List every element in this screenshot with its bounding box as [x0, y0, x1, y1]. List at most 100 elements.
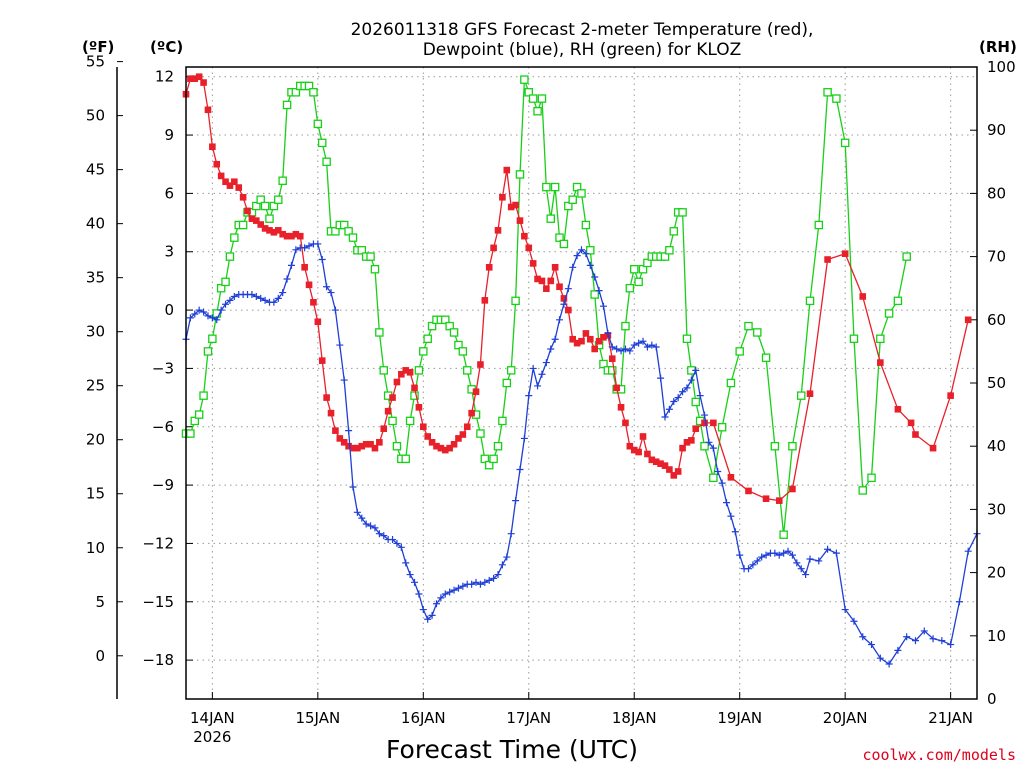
- rh-point-126: [770, 441, 780, 451]
- rh-point-76: [515, 170, 525, 179]
- rh-point-71: [493, 441, 503, 451]
- rh-point-51: [405, 416, 415, 426]
- temperature-point-86: [560, 295, 568, 302]
- dewpoint-point-103: [635, 339, 643, 347]
- rh-point-72: [498, 416, 507, 426]
- dewpoint-point-123: [723, 499, 731, 507]
- dewpoint-point-96: [604, 329, 612, 337]
- dewpoint-point-71: [494, 571, 502, 579]
- dewpoint-point-117: [696, 392, 704, 400]
- temperature-point-84: [551, 263, 559, 271]
- dewpoint-point-63: [459, 582, 467, 590]
- dewpoint-series: [182, 240, 981, 668]
- x-axis-title: Forecast Time (UTC): [386, 735, 638, 764]
- rh-tick-label-6: 40: [987, 437, 1006, 455]
- temperature-point-130: [907, 419, 915, 427]
- rh-point-21: [274, 195, 283, 204]
- dewpoint-point-7: [213, 316, 221, 324]
- dewpoint-point-3: [195, 306, 203, 314]
- dewpoint-point-134: [771, 549, 779, 557]
- rh-point-42: [366, 252, 375, 261]
- dewpoint-point-87: [564, 285, 572, 293]
- rh-point-127: [779, 530, 788, 539]
- dewpoint-point-112: [674, 394, 682, 402]
- dewpoint-point-140: [797, 565, 805, 573]
- rh-tick-label-3: 70: [987, 248, 1006, 266]
- temperature-point-110: [666, 466, 673, 473]
- rh-point-78: [524, 88, 534, 97]
- rh-point-69: [484, 460, 494, 470]
- rh-point-23: [282, 100, 292, 110]
- rh-point-139: [884, 309, 894, 318]
- rh-point-64: [462, 366, 472, 375]
- dewpoint-point-1: [186, 314, 194, 322]
- temperature-point-39: [354, 444, 361, 452]
- c-tick-label-2: 6: [164, 184, 174, 202]
- temperature-point-13: [239, 193, 247, 201]
- temperature-point-78: [525, 244, 533, 252]
- dewpoint-point-4: [200, 308, 208, 316]
- temperature-point-76: [516, 217, 524, 224]
- temperature-point-47: [389, 394, 396, 401]
- temperature-point-102: [630, 446, 638, 454]
- rh-point-3: [194, 410, 204, 419]
- dewpoint-point-150: [876, 654, 884, 662]
- credit-label: coolwx.com/models: [862, 746, 1016, 764]
- rh-point-103: [634, 277, 643, 287]
- rh-point-110: [665, 246, 674, 255]
- rh-tick-label-7: 30: [987, 500, 1006, 518]
- dewpoint-point-119: [705, 438, 713, 446]
- f-tick-label-8: 15: [86, 485, 105, 503]
- rh-point-59: [441, 315, 450, 325]
- dewpoint-point-74: [507, 530, 515, 538]
- rh-tick-label-0: 100: [987, 58, 1016, 76]
- rh-point-135: [849, 334, 859, 344]
- rh-point-52: [410, 391, 419, 400]
- x-year-label: 2026: [193, 728, 231, 746]
- temperature-point-113: [679, 444, 686, 452]
- temperature-point-23: [283, 232, 291, 240]
- temperature-point-94: [595, 337, 603, 345]
- rh-point-136: [858, 486, 867, 495]
- dewpoint-point-32: [323, 283, 331, 291]
- dewpoint-point-2: [191, 310, 199, 318]
- temperature-point-3: [195, 73, 203, 81]
- rh-point-19: [265, 214, 274, 223]
- temperature-point-89: [573, 339, 581, 347]
- temperature-point-26: [296, 232, 304, 240]
- temperature-point-49: [398, 370, 405, 378]
- c-tick-label-10: −18: [142, 651, 174, 669]
- rh-point-43: [370, 264, 380, 274]
- dewpoint-point-24: [287, 261, 295, 269]
- dewpoint-point-17: [257, 294, 265, 302]
- dewpoint-point-130: [753, 557, 761, 565]
- temperature-point-120: [745, 487, 752, 495]
- f-tick-label-0: 55: [86, 53, 105, 71]
- rh-point-38: [348, 233, 358, 242]
- rh-point-116: [691, 397, 701, 407]
- chart-title-line1: 2026011318 GFS Forecast 2-meter Temperat…: [351, 20, 814, 40]
- rh-point-37: [344, 227, 353, 236]
- dewpoint-point-8: [217, 306, 225, 314]
- temperature-point-55: [424, 433, 431, 440]
- temperature-point-104: [639, 433, 647, 440]
- rh-point-48: [392, 441, 402, 451]
- dewpoint-point-77: [520, 434, 528, 442]
- f-tick-label-7: 20: [86, 431, 105, 449]
- dewpoint-point-95: [599, 302, 607, 310]
- rh-point-8: [216, 283, 226, 293]
- dewpoint-point-160: [964, 547, 972, 555]
- temperature-point-17: [257, 221, 265, 228]
- c-tick-label-5: −3: [152, 359, 174, 377]
- unit-label-fahrenheit: (ºF): [82, 38, 114, 56]
- temperature-point-73: [503, 166, 511, 174]
- dewpoint-point-105: [643, 343, 651, 351]
- temperature-point-6: [209, 143, 216, 151]
- rh-point-2: [190, 416, 200, 426]
- temperature-point-101: [626, 442, 634, 450]
- dewpoint-point-109: [661, 413, 669, 421]
- dewpoint-point-65: [468, 580, 476, 588]
- rh-point-56: [427, 321, 437, 331]
- temperature-point-111: [670, 472, 678, 479]
- temperature-point-19: [266, 227, 273, 234]
